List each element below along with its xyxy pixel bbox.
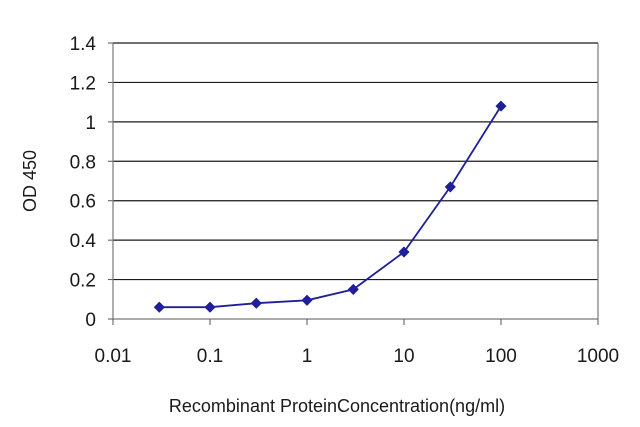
- y-tick-label: 1: [85, 113, 96, 134]
- axes: [108, 42, 599, 325]
- x-tick-label: 10: [393, 346, 414, 367]
- data-point-marker: [495, 100, 507, 112]
- data-point-marker: [444, 181, 456, 193]
- x-tick-label: 100: [485, 346, 517, 367]
- tick-labels: 0 0.2 0.4 0.6 0.8 1 1.2 1.4 0.01 0.1 1 10 100 1000: [70, 34, 620, 367]
- x-tick-label: 0.01: [95, 346, 132, 367]
- gridlines: [113, 42, 598, 281]
- y-tick-label: 0.8: [70, 152, 96, 173]
- y-axis-title: OD 450: [20, 150, 40, 212]
- y-tick-label: 0.4: [70, 231, 97, 252]
- data-series: [153, 100, 507, 313]
- data-point-marker: [153, 301, 165, 313]
- data-point-marker: [204, 301, 216, 313]
- y-tick-label: 0.2: [70, 271, 96, 292]
- data-point-marker: [347, 283, 359, 295]
- data-point-marker: [250, 297, 262, 309]
- series-line: [159, 105, 502, 309]
- x-tick-label: 1: [302, 346, 313, 367]
- x-axis-title: Recombinant ProteinConcentration(ng/ml): [169, 396, 505, 416]
- data-point-marker: [398, 246, 410, 258]
- y-tick-label: 1.4: [70, 34, 97, 55]
- y-tick-label: 1.2: [70, 73, 96, 94]
- y-tick-label: 0.6: [70, 192, 96, 213]
- y-tick-label: 0: [85, 310, 96, 331]
- x-tick-label: 0.1: [197, 346, 223, 367]
- x-tick-label: 1000: [577, 346, 619, 367]
- data-point-marker: [301, 294, 313, 306]
